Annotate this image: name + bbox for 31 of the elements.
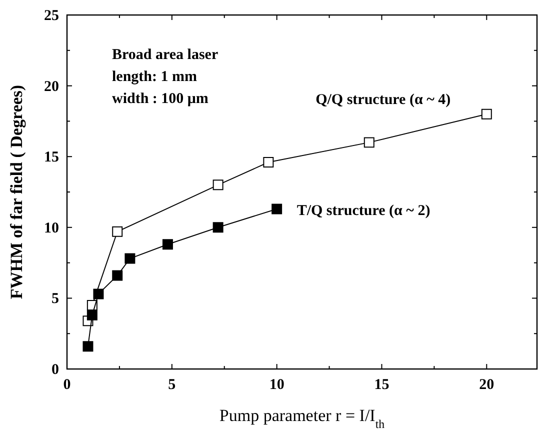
point bbox=[212, 222, 224, 233]
point bbox=[112, 226, 123, 237]
annotation: Broad area laser bbox=[112, 47, 218, 63]
point bbox=[162, 239, 173, 250]
annotation: length: 1 mm bbox=[112, 69, 198, 85]
y-tick-label: 0 bbox=[52, 362, 59, 378]
point bbox=[212, 180, 224, 190]
y-tick-label: 20 bbox=[44, 78, 59, 95]
y-tick-label: 15 bbox=[44, 150, 59, 166]
x-tick-label: 20 bbox=[479, 377, 494, 393]
point bbox=[112, 270, 123, 281]
point bbox=[86, 310, 98, 320]
y-tick-label: 25 bbox=[44, 8, 59, 24]
point bbox=[124, 253, 136, 264]
y-axis-title: FWHM of far field ( Degrees) bbox=[7, 84, 26, 300]
x-tick-label: 5 bbox=[168, 377, 176, 393]
x-tick-label: 10 bbox=[269, 377, 284, 393]
annotation: width : 100 μm bbox=[112, 91, 209, 107]
point bbox=[481, 108, 492, 120]
point bbox=[263, 157, 274, 168]
point bbox=[93, 288, 104, 300]
point bbox=[272, 204, 282, 214]
x-tick-label: 0 bbox=[63, 377, 71, 393]
series-label: T/Q structure (α ~ 2) bbox=[296, 202, 430, 219]
series-label: Q/Q structure (α ~ 4) bbox=[316, 92, 451, 108]
x-axis-title: Pump parameter r = I/I$_{th}$ bbox=[219, 406, 385, 431]
y-tick-label: 10 bbox=[44, 220, 59, 236]
point bbox=[364, 137, 374, 148]
y-tick-label: 5 bbox=[52, 291, 59, 308]
x-tick-label: 15 bbox=[374, 377, 390, 393]
point bbox=[82, 341, 94, 352]
